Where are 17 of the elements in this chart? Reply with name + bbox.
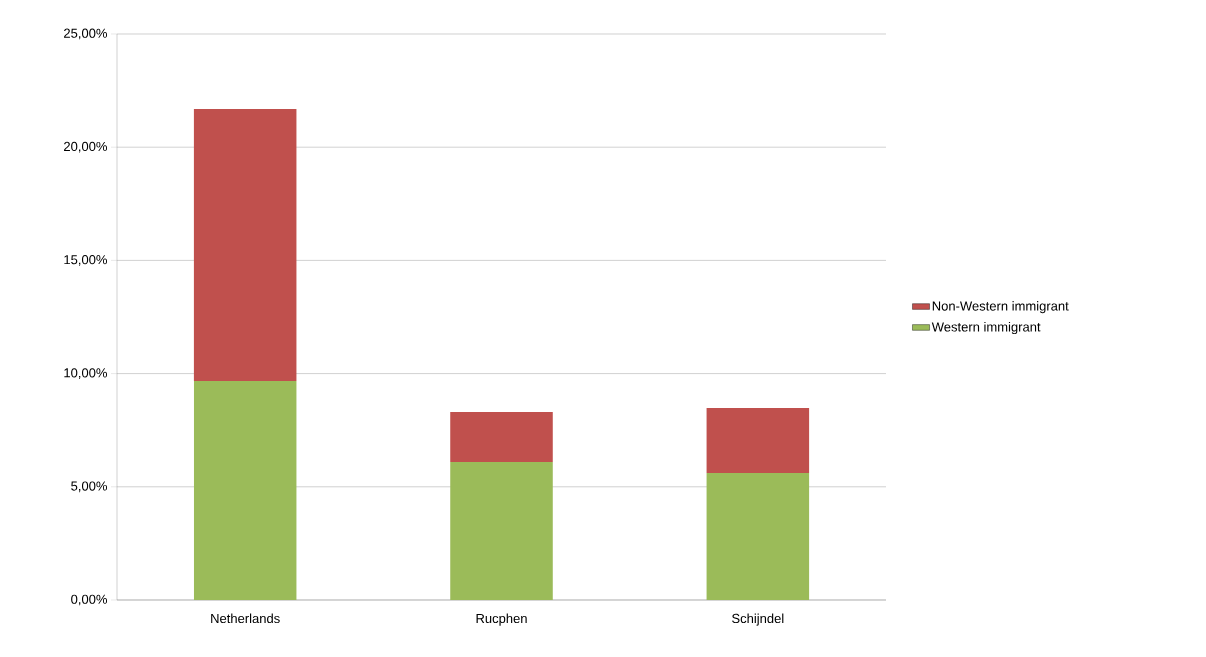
- bar: [450, 412, 553, 462]
- bar: [193, 108, 297, 382]
- y-tick-label: 20,00%: [64, 141, 108, 153]
- y-tick-label: 5,00%: [71, 481, 108, 493]
- x-tick-label: Schijndel: [732, 613, 784, 626]
- y-tick-label: 0,00%: [71, 594, 108, 606]
- bar: [706, 472, 810, 600]
- bar: [450, 461, 553, 600]
- x-tick-label: Rucphen: [476, 613, 527, 626]
- y-tick-label: 10,00%: [64, 368, 108, 379]
- y-tick-label: 15,00%: [64, 255, 108, 266]
- bar: [706, 408, 810, 473]
- x-tick-label: Netherlands: [211, 613, 280, 624]
- legend-label: Non-Western immigrant: [932, 301, 1069, 314]
- bar: [193, 381, 297, 600]
- legend-label: Western immigrant: [931, 321, 1041, 335]
- y-tick-label: 25,00%: [64, 28, 108, 40]
